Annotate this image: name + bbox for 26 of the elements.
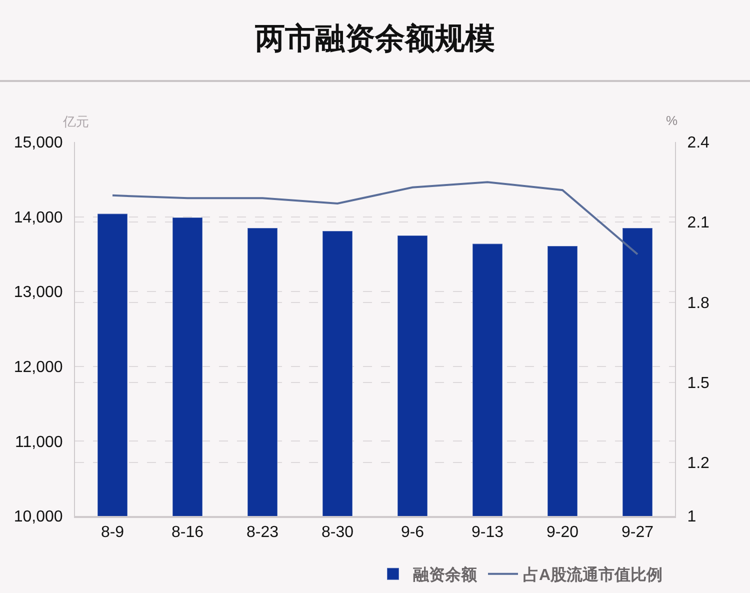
line-series bbox=[112, 181, 638, 256]
legend-label: 融资余额 bbox=[413, 566, 478, 584]
x-tick-label: 8-23 bbox=[246, 524, 279, 542]
y2-tick-label: 1.8 bbox=[687, 294, 710, 312]
x-tick-label: 8-30 bbox=[321, 524, 354, 542]
legend-label: 占A股流通市值比例 bbox=[523, 565, 663, 584]
y-tick-label: 13,000 bbox=[14, 284, 63, 302]
y2-tick-label: 1 bbox=[687, 508, 696, 526]
y2-tick-label: 2.4 bbox=[687, 134, 710, 152]
y-axis-title: 亿元 bbox=[62, 114, 89, 129]
x-tick-label: 9-27 bbox=[621, 524, 654, 542]
y2-tick-label: 1.2 bbox=[687, 455, 710, 472]
y2-tick-label: 1.5 bbox=[687, 375, 710, 392]
y-tick-label: 14,000 bbox=[14, 209, 63, 226]
chart-title: 两市融资余额规模 bbox=[254, 22, 495, 56]
y-tick-label: 11,000 bbox=[15, 434, 63, 451]
x-tick-label: 9-20 bbox=[546, 524, 579, 542]
x-tick-label: 8-9 bbox=[100, 524, 124, 542]
x-tick-label: 9-13 bbox=[471, 524, 504, 542]
x-tick-label: 8-16 bbox=[171, 524, 204, 542]
y2-axis-title: % bbox=[666, 113, 678, 128]
x-tick-label: 9-6 bbox=[400, 524, 424, 542]
y2-tick-label: 2.1 bbox=[687, 214, 710, 232]
y-tick-label: 10,000 bbox=[14, 508, 63, 526]
y-tick-label: 12,000 bbox=[14, 359, 63, 376]
y-tick-label: 15,000 bbox=[14, 134, 63, 152]
